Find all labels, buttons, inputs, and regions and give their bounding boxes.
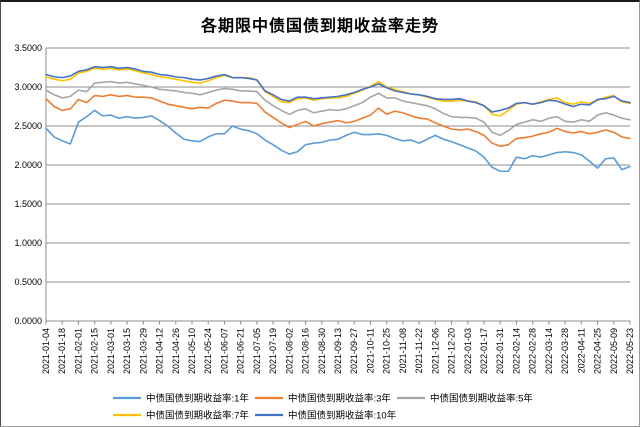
series-line-中债国债到期收益率:1年: [45, 109, 631, 173]
y-axis-label: 0.5000: [14, 277, 42, 287]
series-line-中债国债到期收益率:7年: [45, 67, 631, 117]
x-axis-label: 2021-12-06: [430, 328, 440, 374]
x-axis-label: 2022-01-17: [479, 328, 489, 374]
x-axis-label: 2021-03-15: [122, 328, 132, 374]
x-axis-label: 2021-11-08: [398, 328, 408, 373]
x-axis-label: 2022-02-28: [528, 328, 538, 374]
x-axis-label: 2022-04-25: [593, 328, 603, 374]
x-axis-label: 2021-03-29: [138, 328, 148, 374]
series-line-中债国债到期收益率:3年: [45, 94, 631, 148]
x-axis-label: 2021-08-02: [284, 328, 294, 374]
x-axis-label: 2022-04-11: [576, 328, 586, 373]
x-axis-label: 2021-04-12: [155, 328, 165, 374]
y-axis-label: 1.5000: [14, 199, 42, 209]
x-axis-label: 2021-04-26: [171, 328, 181, 374]
x-axis-label: 2021-10-25: [382, 328, 392, 374]
legend-label: 中债国债到期收益率:3年: [288, 393, 391, 405]
y-axis-label: 2.5000: [14, 121, 42, 131]
x-axis-label: 2021-02-01: [73, 328, 83, 374]
x-axis-label: 2022-02-14: [511, 328, 521, 374]
x-axis-label: 2021-02-15: [90, 328, 100, 374]
x-axis-label: 2021-07-05: [252, 328, 262, 374]
y-axis-label: 3.0000: [14, 82, 42, 92]
chart-title: 各期限中债国债到期收益率走势: [200, 18, 439, 35]
legend-label: 中债国债到期收益率:5年: [430, 393, 533, 405]
x-axis-label: 2021-10-11: [365, 328, 375, 373]
x-axis-label: 2021-11-22: [414, 328, 424, 373]
x-axis-label: 2022-03-14: [544, 328, 554, 374]
x-axis-label: 2021-06-21: [236, 328, 246, 374]
x-axis-label: 2021-06-07: [219, 328, 229, 374]
series-line-中债国债到期收益率:5年: [45, 80, 631, 137]
x-axis-label: 2021-09-13: [333, 328, 343, 374]
legend-label: 中债国债到期收益率:10年: [288, 410, 397, 422]
x-axis-label: 2021-08-30: [317, 328, 327, 374]
x-axis-label: 2022-01-03: [463, 328, 473, 374]
y-axis-label: 3.5000: [14, 43, 42, 53]
x-axis-label: 2021-01-04: [41, 328, 51, 374]
x-axis-label: 2022-03-28: [560, 328, 570, 374]
x-axis-label: 2021-03-01: [106, 328, 116, 374]
y-axis-label: 1.0000: [14, 238, 42, 248]
x-axis-label: 2022-05-09: [609, 328, 619, 374]
x-axis-label: 2021-09-27: [349, 328, 359, 374]
x-axis-label: 2021-05-10: [187, 328, 197, 374]
x-axis-label: 2021-05-24: [203, 328, 213, 374]
x-axis-label: 2021-08-16: [301, 328, 311, 374]
x-axis-label: 2021-07-19: [268, 328, 278, 374]
x-axis-label: 2022-05-23: [625, 328, 635, 374]
y-axis-label: 2.0000: [14, 160, 42, 170]
x-axis-label: 2021-12-20: [447, 328, 457, 374]
y-axis-label: 0.0000: [14, 316, 42, 326]
x-axis-label: 2021-01-18: [57, 328, 67, 374]
legend-label: 中债国债到期收益率:7年: [146, 410, 249, 422]
x-axis-label: 2022-01-31: [495, 328, 505, 374]
series-line-中债国债到期收益率:10年: [45, 65, 631, 113]
legend-label: 中债国债到期收益率:1年: [146, 393, 249, 405]
